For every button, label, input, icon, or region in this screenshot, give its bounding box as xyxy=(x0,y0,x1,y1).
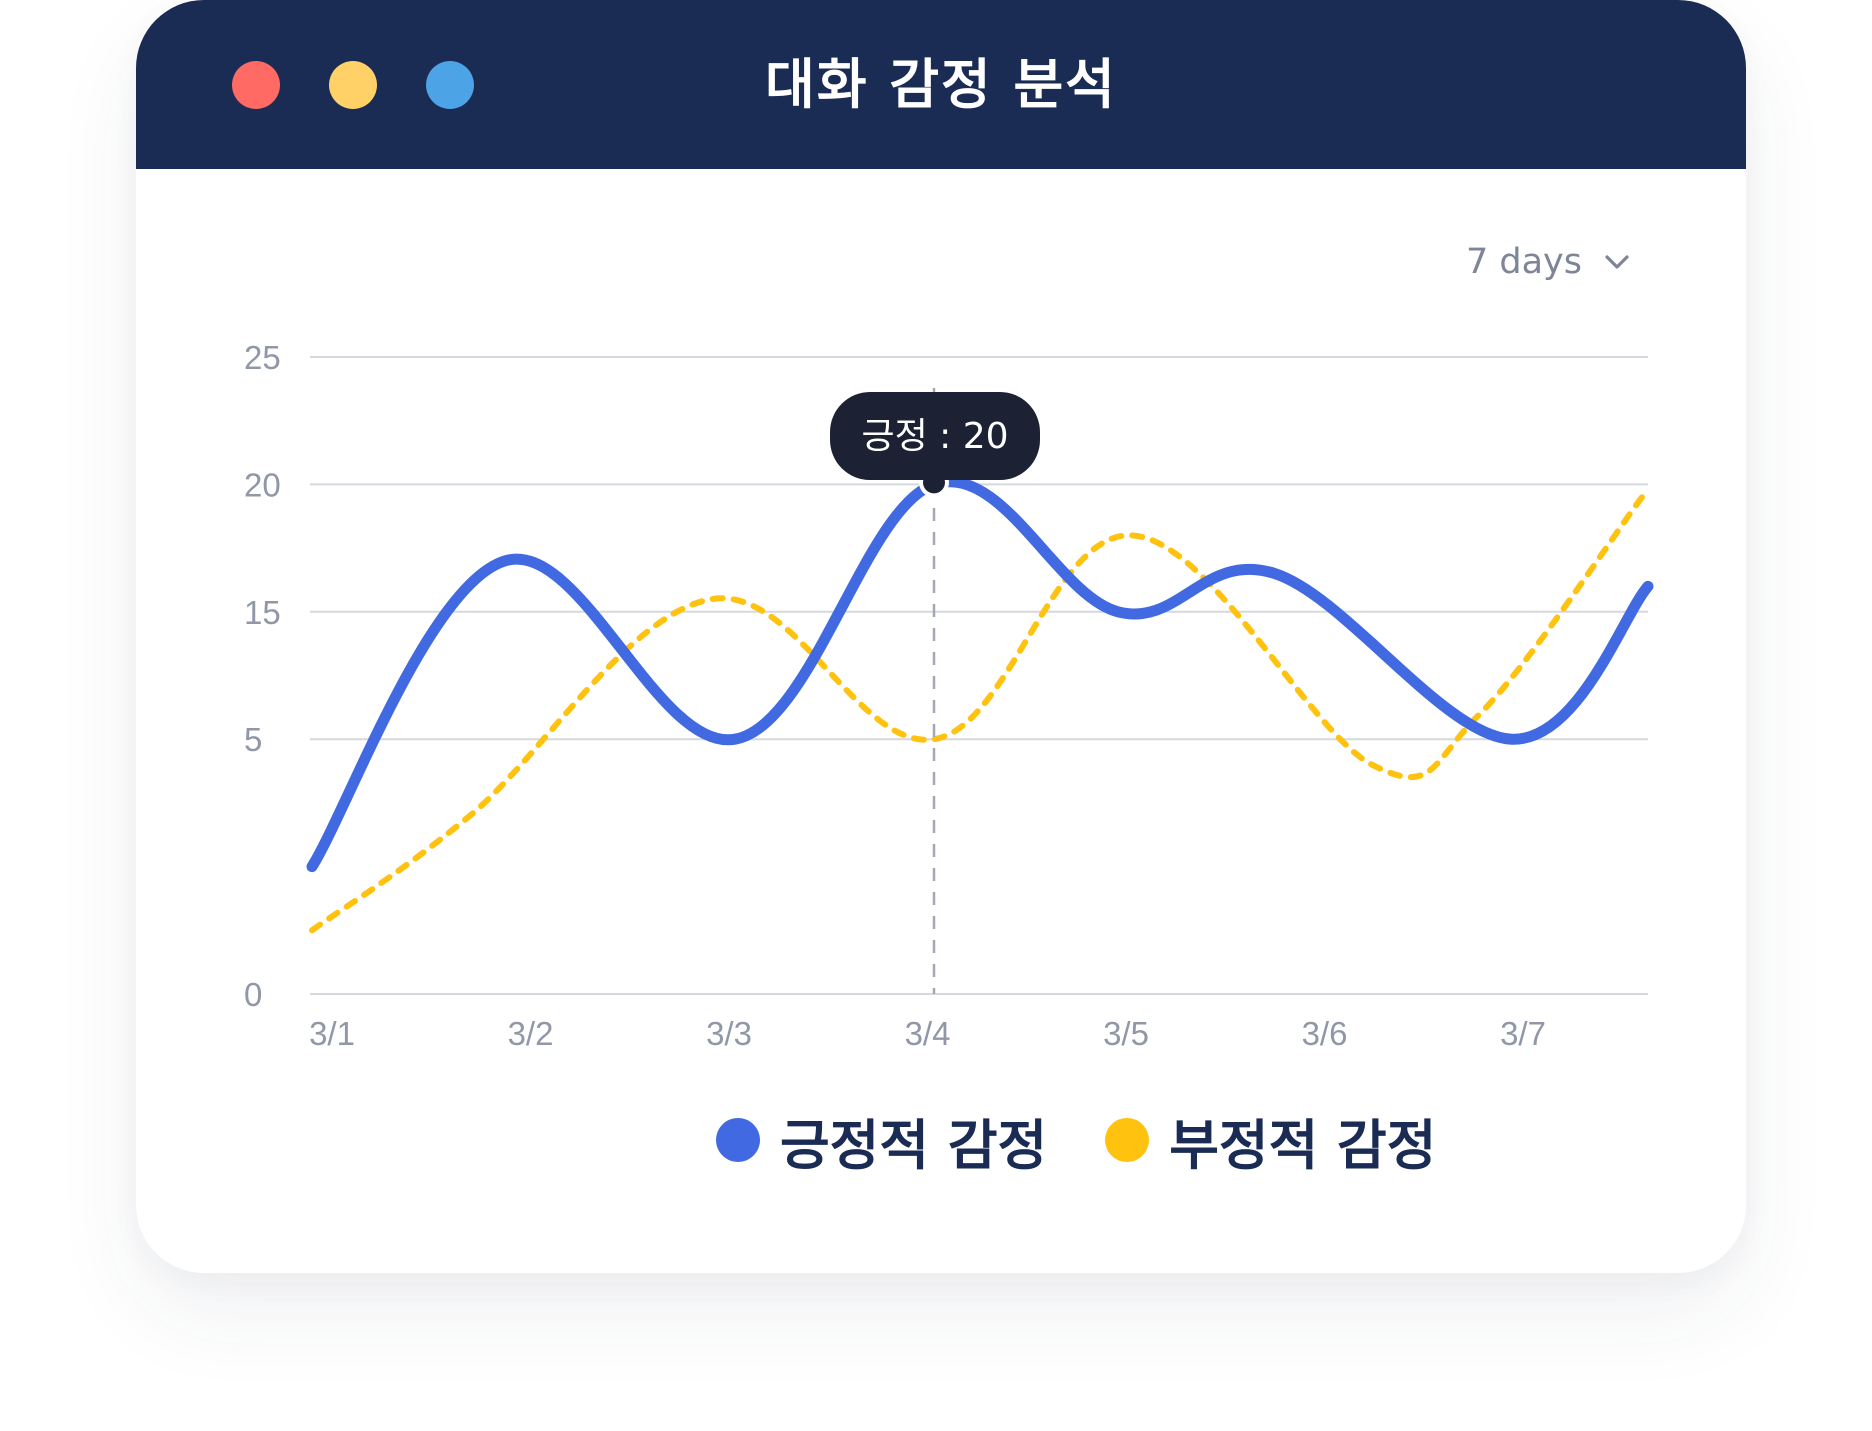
legend-label-negative: 부정적 감정 xyxy=(1169,1113,1437,1177)
series-line-positive xyxy=(306,476,1654,873)
y-tick-label: 5 xyxy=(244,721,262,758)
window-title: 대화 감정 분석 xyxy=(765,53,1117,116)
x-tick-label: 3/3 xyxy=(706,1015,752,1052)
maximize-button[interactable] xyxy=(426,61,474,109)
y-tick-label: 15 xyxy=(244,594,281,631)
legend-label-positive: 긍정적 감정 xyxy=(780,1113,1048,1177)
date-range-dropdown[interactable]: 7 days xyxy=(1466,232,1630,292)
x-tick-label: 3/6 xyxy=(1302,1015,1348,1052)
x-tick-label: 3/7 xyxy=(1500,1015,1546,1052)
legend-item-positive[interactable]: 긍정적 감정 xyxy=(716,1101,1047,1180)
chart-window: 대화 감정 분석 7 days 긍정적 감정 부정적 감정 xyxy=(136,0,1746,1273)
minimize-button[interactable] xyxy=(329,61,377,109)
date-range-label: 7 days xyxy=(1466,242,1583,282)
y-tick-label: 20 xyxy=(244,466,281,503)
legend-swatch-positive xyxy=(716,1118,760,1162)
x-tick-label: 3/1 xyxy=(309,1015,355,1052)
chevron-down-icon xyxy=(1605,255,1629,269)
y-tick-label: 0 xyxy=(244,976,262,1013)
tooltip-bubble xyxy=(830,392,1040,480)
title-bar: 대화 감정 분석 xyxy=(136,0,1746,169)
x-tick-label: 3/5 xyxy=(1103,1015,1149,1052)
x-tick-label: 3/4 xyxy=(905,1015,951,1052)
chart-legend: 긍정적 감정 부정적 감정 xyxy=(716,1100,1436,1180)
close-button[interactable] xyxy=(232,61,280,109)
series-line-negative xyxy=(309,494,1645,934)
tooltip-text: 긍정 : 20 xyxy=(861,416,1008,457)
legend-swatch-negative xyxy=(1105,1118,1150,1162)
y-tick-label: 25 xyxy=(244,339,281,376)
legend-item-negative[interactable]: 부정적 감정 xyxy=(1105,1101,1436,1180)
x-tick-label: 3/2 xyxy=(508,1015,554,1052)
